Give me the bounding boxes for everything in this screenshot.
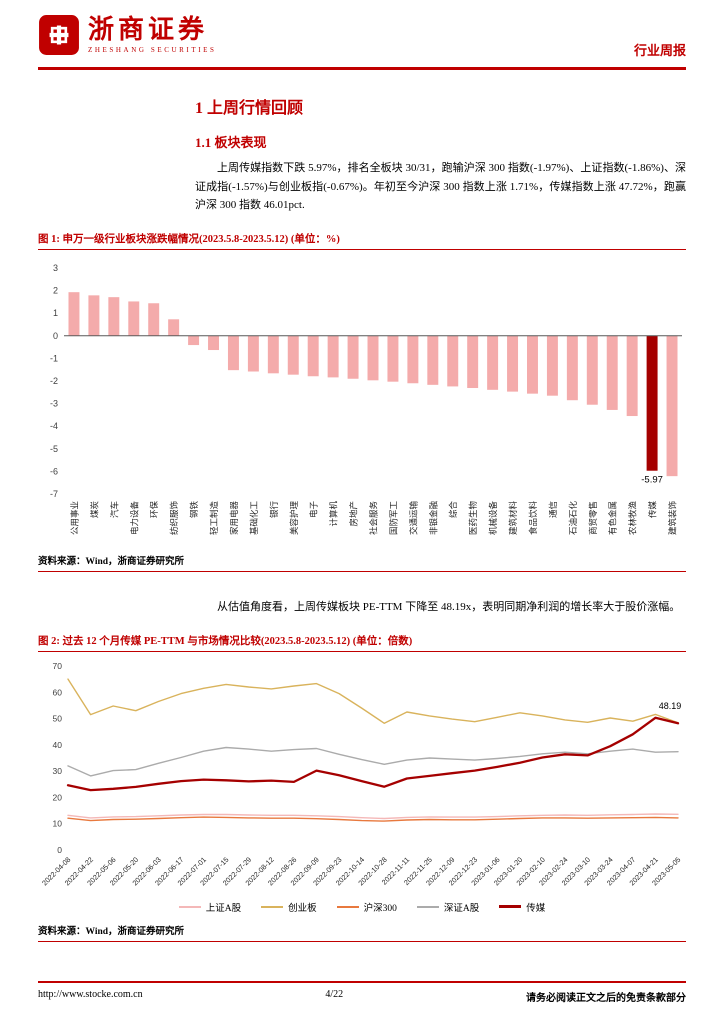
figure-1-source: 资料来源：Wind，浙商证券研究所 bbox=[38, 550, 686, 573]
svg-text:纺织服饰: 纺织服饰 bbox=[169, 501, 179, 536]
svg-text:商贸零售: 商贸零售 bbox=[588, 501, 598, 535]
legend-item-传媒: 传媒 bbox=[499, 900, 545, 914]
svg-text:食品饮料: 食品饮料 bbox=[528, 501, 538, 536]
svg-text:20: 20 bbox=[53, 792, 63, 802]
page-header: 浙商证券 ZHESHANG SECURITIES 行业周报 bbox=[38, 14, 686, 70]
svg-text:基础化工: 基础化工 bbox=[249, 501, 259, 536]
svg-text:房地产: 房地产 bbox=[349, 501, 359, 527]
svg-text:综合: 综合 bbox=[448, 501, 458, 519]
svg-text:建筑材料: 建筑材料 bbox=[508, 501, 518, 536]
svg-text:建筑装饰: 建筑装饰 bbox=[668, 501, 678, 536]
legend-label: 沪深300 bbox=[363, 903, 397, 914]
legend-label: 深证A股 bbox=[443, 903, 480, 914]
svg-text:农林牧渔: 农林牧渔 bbox=[628, 501, 638, 536]
brand-title: 浙商证券 bbox=[88, 14, 209, 44]
svg-text:70: 70 bbox=[53, 661, 63, 671]
figure1-bar-chart: 3 2 1 0 -1 -2 -3 -4 -5 -6 -7 公用事业 煤炭 汽车 电力设备 环保 纺织服饰 钢铁 轻工… bbox=[50, 263, 682, 536]
svg-text:1: 1 bbox=[53, 308, 58, 318]
svg-text:家用电器: 家用电器 bbox=[229, 501, 239, 536]
page-number: 4/22 bbox=[325, 989, 344, 1000]
svg-text:60: 60 bbox=[53, 687, 63, 697]
figure-1: 图 1: 申万一级行业板块涨跌幅情况(2023.5.8-2023.5.12) (… bbox=[38, 229, 686, 573]
svg-text:交通运输: 交通运输 bbox=[408, 501, 418, 536]
svg-text:美容护理: 美容护理 bbox=[289, 501, 299, 536]
legend-label: 创业板 bbox=[288, 903, 317, 914]
svg-text:有色金属: 有色金属 bbox=[608, 501, 618, 535]
legend-label: 传媒 bbox=[526, 903, 546, 914]
svg-text:48.19: 48.19 bbox=[659, 701, 682, 711]
report-type-label: 行业周报 bbox=[633, 43, 686, 58]
svg-text:社会服务: 社会服务 bbox=[369, 501, 379, 536]
body-paragraph-1: 上周传媒指数下跌 5.97%，排名全板块 30/31，跑输沪深 300 指数(-… bbox=[195, 162, 686, 212]
brand-text: 浙商证券 ZHESHANG SECURITIES bbox=[88, 14, 217, 55]
legend-line-swatch bbox=[178, 905, 201, 908]
svg-text:0: 0 bbox=[53, 331, 58, 341]
svg-text:10: 10 bbox=[53, 818, 63, 828]
brand: 浙商证券 ZHESHANG SECURITIES bbox=[38, 14, 217, 56]
svg-text:国防军工: 国防军工 bbox=[388, 501, 398, 536]
zheshang-logo-icon bbox=[38, 14, 80, 56]
svg-text:通信: 通信 bbox=[548, 501, 558, 519]
legend-line-swatch bbox=[261, 905, 284, 908]
figure-2-source: 资料来源：Wind，浙商证券研究所 bbox=[38, 920, 686, 942]
svg-text:公用事业: 公用事业 bbox=[69, 501, 79, 535]
svg-text:50: 50 bbox=[53, 713, 63, 723]
legend-line-swatch bbox=[499, 905, 522, 909]
legend-line-swatch bbox=[336, 905, 359, 908]
svg-text:环保: 环保 bbox=[149, 501, 159, 519]
svg-text:非银金融: 非银金融 bbox=[428, 501, 438, 536]
legend-label: 上证A股 bbox=[205, 903, 242, 914]
svg-text:计算机: 计算机 bbox=[329, 501, 339, 527]
section-title: 1 上周行情回顾 bbox=[195, 100, 304, 117]
svg-text:电子: 电子 bbox=[309, 501, 319, 519]
page-footer: http://www.stocke.com.cn 4/22 请务必阅读正文之后的… bbox=[38, 981, 686, 1004]
figure-2-body: 0 10 20 30 40 50 60 70 2022-04-08 2022-04-22 2022-… bbox=[38, 652, 686, 920]
svg-text:-3: -3 bbox=[50, 399, 58, 409]
legend-item-沪深300: 沪深300 bbox=[336, 900, 397, 914]
figure-2-caption: 图 2: 过去 12 个月传媒 PE-TTM 与市场情况比较(2023.5.8-… bbox=[38, 631, 686, 652]
svg-text:40: 40 bbox=[53, 740, 63, 750]
figure2-legend: 上证A股 创业板 沪深300 深证A股 传媒 bbox=[38, 900, 686, 914]
svg-text:3: 3 bbox=[53, 263, 58, 273]
figure-1-caption: 图 1: 申万一级行业板块涨跌幅情况(2023.5.8-2023.5.12) (… bbox=[38, 229, 686, 251]
svg-text:传媒: 传媒 bbox=[648, 501, 658, 519]
legend-item-深证A股: 深证A股 bbox=[416, 900, 480, 914]
svg-text:30: 30 bbox=[53, 766, 63, 776]
footer-disclaimer: 请务必阅读正文之后的免责条款部分 bbox=[525, 993, 686, 1004]
legend-item-上证A股: 上证A股 bbox=[178, 900, 242, 914]
svg-text:钢铁: 钢铁 bbox=[189, 501, 199, 519]
footer-url: http://www.stocke.com.cn bbox=[38, 989, 143, 1000]
svg-text:机械设备: 机械设备 bbox=[488, 501, 498, 536]
svg-text:医药生物: 医药生物 bbox=[468, 501, 478, 536]
svg-text:汽车: 汽车 bbox=[109, 501, 119, 518]
svg-text:-5: -5 bbox=[50, 444, 58, 454]
svg-text:-6: -6 bbox=[50, 466, 58, 476]
legend-item-创业板: 创业板 bbox=[261, 900, 317, 914]
svg-text:2: 2 bbox=[53, 286, 58, 296]
subsection-title: 1.1 板块表现 bbox=[195, 135, 267, 150]
svg-text:石油石化: 石油石化 bbox=[568, 501, 578, 536]
svg-text:0: 0 bbox=[57, 845, 62, 855]
svg-text:-4: -4 bbox=[50, 421, 58, 431]
svg-text:电力设备: 电力设备 bbox=[129, 501, 139, 536]
svg-text:-5.97: -5.97 bbox=[641, 475, 663, 486]
svg-text:-1: -1 bbox=[50, 353, 58, 363]
figure-1-body: 3 2 1 0 -1 -2 -3 -4 -5 -6 -7 公用事业 煤炭 汽车 电力设备 环保 纺织服饰 钢铁 轻工… bbox=[38, 250, 686, 550]
svg-text:煤炭: 煤炭 bbox=[89, 501, 99, 519]
figure2-line-chart: 0102030405060702022-04-082022-04-222022-… bbox=[40, 661, 682, 887]
svg-text:轻工制造: 轻工制造 bbox=[209, 501, 219, 536]
svg-text:-7: -7 bbox=[50, 489, 58, 499]
figure-2: 图 2: 过去 12 个月传媒 PE-TTM 与市场情况比较(2023.5.8-… bbox=[38, 631, 686, 942]
legend-line-swatch bbox=[416, 905, 439, 908]
brand-subtitle: ZHESHANG SECURITIES bbox=[88, 46, 217, 55]
svg-text:-2: -2 bbox=[50, 376, 58, 386]
svg-text:银行: 银行 bbox=[269, 501, 279, 519]
body-paragraph-2: 从估值角度看，上周传媒板块 PE-TTM 下降至 48.19x，表明同期净利润的… bbox=[217, 601, 681, 614]
